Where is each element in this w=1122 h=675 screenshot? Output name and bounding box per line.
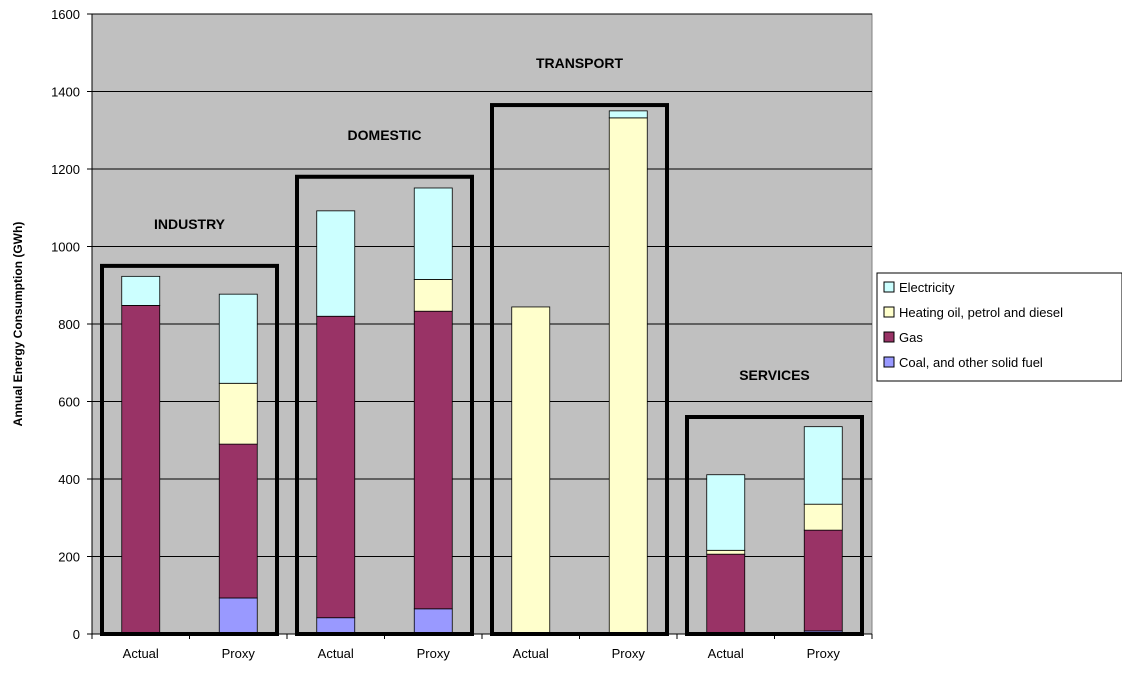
group-label: TRANSPORT [536,55,624,71]
legend-label: Gas [899,330,923,345]
bar-segment [316,315,356,619]
y-tick-label: 1000 [51,240,80,255]
x-tick-label: Proxy [807,646,841,661]
bar-segment [413,310,453,610]
bar-segment [706,553,746,634]
bar-segment [608,110,648,119]
bar-segment [706,474,746,551]
x-tick-label: Proxy [417,646,451,661]
legend-swatch [883,306,895,318]
bar-segment [803,426,843,505]
legend-label: Coal, and other solid fuel [899,355,1043,370]
y-tick-label: 0 [73,627,80,642]
bar-segment [218,443,258,599]
legend [876,272,1122,382]
bar-segment [121,275,161,306]
y-tick-label: 1200 [51,162,80,177]
y-tick-label: 600 [58,395,80,410]
legend-swatch [883,331,895,343]
x-tick-label: Proxy [222,646,256,661]
bar-segment [218,597,258,635]
bar-segment [706,549,746,555]
bar-segment [316,210,356,317]
bar-segment [218,382,258,445]
legend-label: Electricity [899,280,955,295]
bar-segment [413,608,453,635]
group-label: DOMESTIC [348,127,422,143]
legend-swatch [883,356,895,368]
bar-segment [803,529,843,632]
bar-segment [218,293,258,384]
bar-segment [511,306,551,634]
x-tick-label: Actual [708,646,744,661]
bar-segment [316,617,356,635]
y-tick-label: 1600 [51,7,80,22]
y-tick-label: 1400 [51,85,80,100]
y-tick-label: 400 [58,472,80,487]
x-tick-label: Actual [318,646,354,661]
bar-segment [413,279,453,312]
group-label: INDUSTRY [154,216,226,232]
x-tick-label: Actual [123,646,159,661]
x-tick-label: Actual [513,646,549,661]
bar-segment [413,187,453,280]
group-label: SERVICES [739,367,810,383]
bar-segment [608,117,648,634]
bar-segment [121,304,161,634]
y-tick-label: 800 [58,317,80,332]
legend-label: Heating oil, petrol and diesel [899,305,1063,320]
legend-swatch [883,281,895,293]
x-tick-label: Proxy [612,646,646,661]
y-axis-title: Annual Energy Consumption (GWh) [11,222,25,427]
y-tick-label: 200 [58,550,80,565]
bar-segment [803,503,843,531]
